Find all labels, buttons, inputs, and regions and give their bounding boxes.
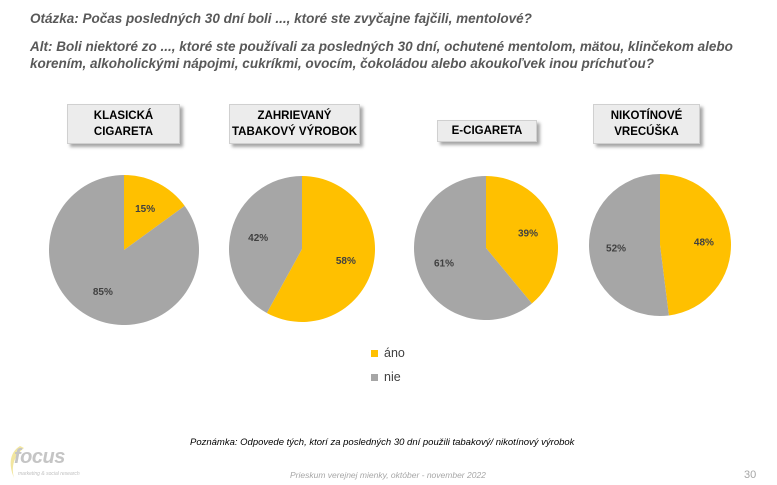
pie-slice-nie — [589, 174, 669, 316]
pie-slice-nie — [48, 175, 199, 325]
legend-label: nie — [384, 370, 401, 384]
pie-data-label: 61% — [434, 259, 454, 270]
pie-chart-classic-cigarette: 15% 85% — [48, 175, 199, 325]
pie-slice-nie — [229, 176, 302, 313]
pie-data-label: 39% — [518, 228, 538, 239]
footnote: Poznámka: Odpovede tých, ktorí za posled… — [190, 437, 575, 448]
pie-data-label: 52% — [606, 243, 626, 254]
legend-item-nie: nie — [371, 370, 401, 384]
pie-data-label: 15% — [135, 204, 155, 215]
footer-text: Prieskum verejnej mienky, október - nove… — [290, 470, 486, 480]
chart-title-e-cigarette: E-CIGARETA — [437, 120, 537, 142]
logo-tagline: marketing & social research — [18, 471, 80, 477]
logo-wordmark: focus — [14, 446, 65, 468]
pie-slice-nie — [414, 176, 532, 320]
page-number: 30 — [744, 469, 757, 481]
legend-label: áno — [384, 346, 405, 360]
chart-title-heated-tobacco: ZAHRIEVANÝ TABAKOVÝ VÝROBOK — [229, 104, 360, 144]
pie-slice-áno — [266, 176, 375, 322]
pie-slice-áno — [486, 176, 558, 304]
question-line: Otázka: Počas posledných 30 dní boli ...… — [30, 11, 532, 26]
pie-data-label: 58% — [336, 256, 356, 267]
pie-chart-heated-tobacco: 58% 42% — [229, 176, 375, 322]
legend-swatch — [371, 349, 378, 357]
pie-data-label: 85% — [93, 287, 113, 298]
logo-swoosh-icon — [10, 446, 24, 478]
pie-data-label: 42% — [248, 233, 268, 244]
question-alt-line: Alt: Boli niektoré zo ..., ktoré ste pou… — [30, 39, 733, 71]
pie-slice-áno — [124, 175, 185, 250]
pie-chart-e-cigarette: 39% 61% — [414, 176, 558, 320]
chart-title-classic-cigarette: KLASICKÁ CIGARETA — [67, 104, 180, 144]
pie-chart-nicotine-pouches: 48% 52% — [589, 174, 731, 316]
chart-title-nicotine-pouches: NIKOTÍNOVÉ VRECÚŠKA — [593, 104, 700, 144]
focus-logo: focus marketing & social research — [6, 444, 80, 484]
pie-data-label: 48% — [694, 238, 714, 249]
pie-slice-áno — [660, 174, 731, 316]
legend-item-ano: áno — [371, 346, 405, 360]
legend-swatch — [371, 373, 378, 381]
